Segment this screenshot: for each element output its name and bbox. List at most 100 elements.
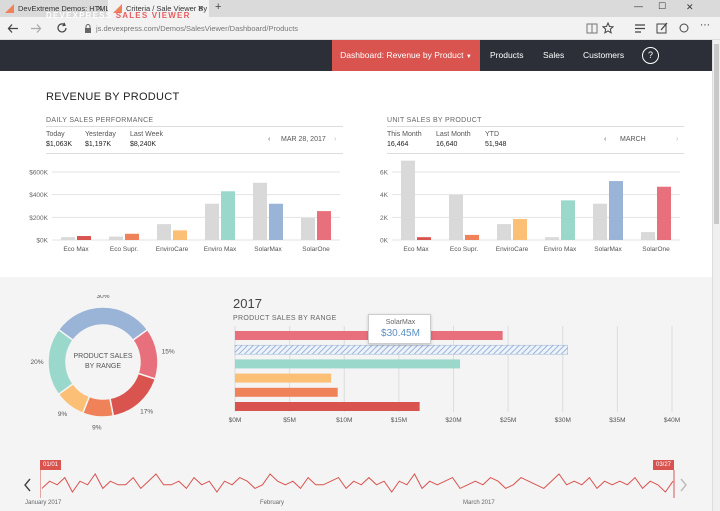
tooltip-label: SolarMax: [385, 319, 416, 326]
x-tick-label: Enviro Max: [544, 246, 577, 253]
close-tab-icon[interactable]: ✕: [197, 4, 204, 13]
y-tick-label: 6K: [380, 170, 389, 177]
range-bars-heading: PRODUCT SALES BY RANGE: [233, 315, 337, 322]
x-tick-label: Eco Supr.: [450, 246, 478, 253]
bar-current: [657, 186, 671, 240]
close-window-button[interactable]: ✕: [686, 2, 694, 12]
help-button[interactable]: ?: [642, 47, 659, 64]
month-label: January 2017: [25, 500, 62, 506]
range-start-flag[interactable]: 01/01: [40, 460, 62, 470]
year-label: 2017: [233, 296, 262, 311]
x-tick-label: $10M: [336, 417, 352, 424]
prev-month-button[interactable]: ‹: [604, 136, 607, 143]
back-arrow-icon[interactable]: [7, 23, 19, 34]
x-tick-label: SolarMax: [594, 246, 622, 253]
close-tab-icon[interactable]: ✕: [96, 4, 103, 13]
daily-date-label: MAR 28, 2017: [281, 136, 326, 143]
browser-tab-sales-viewer[interactable]: Criteria / Sale Viewer By ✕: [108, 0, 209, 17]
range-horizontal-bar-chart: $0M $5M $10M $15M $20M $25M $30M $35M $40M: [229, 326, 680, 424]
logo-suffix: SALES VIEWER: [115, 11, 191, 20]
donut-center-label: PRODUCT SALES BY RANGE: [73, 353, 133, 370]
range-selector-line[interactable]: [40, 470, 675, 498]
unit-sales-bar-chart: 0K 2K 4K 6K Eco Max Eco Supr. EnviroCare Enviro…: [380, 160, 680, 253]
tab-label: DevExtreme Demos: HTML5: [18, 4, 108, 13]
stat-label: This Month: [387, 131, 422, 138]
bar-current: [77, 236, 91, 240]
range-bar: [235, 402, 420, 411]
bar-current: [173, 230, 187, 240]
share-icon[interactable]: [678, 22, 690, 34]
x-tick-label: EnviroCare: [496, 246, 529, 253]
daily-sales-heading: DAILY SALES PERFORMANCE: [46, 117, 154, 124]
stat-label: Today: [46, 131, 65, 138]
reading-view-icon[interactable]: [586, 23, 598, 34]
bar-current: [269, 203, 283, 240]
range-bar: [235, 359, 461, 369]
more-icon[interactable]: ⋯: [700, 20, 710, 31]
maximize-button[interactable]: ☐: [658, 1, 667, 11]
bar-current: [221, 191, 235, 240]
browser-tab-demos[interactable]: DevExtreme Demos: HTML5 ✕: [0, 0, 108, 17]
range-bar: [234, 344, 568, 355]
x-tick-label: $40M: [664, 417, 680, 424]
prev-date-button[interactable]: ‹: [268, 136, 271, 143]
sales-by-range-donut: 30% 15% 17% 9% 9% 20%: [30, 295, 175, 432]
nav-sales[interactable]: Sales: [543, 50, 565, 60]
logo-prefix: DEVEXPRESS: [46, 11, 113, 20]
x-tick-label: Eco Max: [403, 246, 429, 253]
bar-current: [513, 219, 527, 240]
scrollbar-thumb[interactable]: [714, 44, 719, 224]
next-month-button[interactable]: ›: [676, 136, 679, 143]
scroll-left-icon[interactable]: [24, 478, 32, 492]
donut-slice: [57, 306, 149, 342]
nav-customers[interactable]: Customers: [583, 50, 625, 60]
app-logo[interactable]: DEVEXPRESS SALES VIEWER: [46, 11, 191, 20]
slice-percent-label: 30%: [96, 295, 109, 300]
dashboard-dropdown-label: Dashboard: Revenue by Product: [340, 50, 464, 60]
range-bar: [235, 373, 332, 383]
nav-products[interactable]: Products: [490, 50, 524, 60]
bar-previous: [593, 203, 607, 240]
stat-value: 16,640: [436, 141, 458, 148]
new-tab-button[interactable]: +: [215, 1, 222, 13]
chart-tooltip: SolarMax $30.45M: [368, 314, 431, 344]
address-bar: js.devexpress.com/Demos/SalesViewer/Dash…: [0, 17, 720, 40]
slice-percent-label: 9%: [92, 425, 102, 432]
stat-label: Last Week: [130, 131, 163, 138]
slice-percent-label: 15%: [162, 349, 175, 356]
hub-icon[interactable]: [634, 23, 646, 34]
x-tick-label: $25M: [500, 417, 516, 424]
bar-previous: [157, 224, 171, 240]
x-tick-label: $30M: [555, 417, 571, 424]
daily-revenue-bar-chart: $0K $200K $400K $600K Eco Max Eco Supr. Enviro…: [29, 170, 340, 253]
y-tick-label: 4K: [380, 192, 389, 199]
web-note-icon[interactable]: [656, 22, 668, 34]
scroll-right-icon[interactable]: [679, 478, 687, 492]
bar-previous: [449, 194, 463, 240]
donut-slice: [47, 328, 75, 396]
slice-percent-label: 9%: [58, 411, 68, 418]
stat-value: $1,063K: [46, 141, 73, 148]
bar-previous: [253, 182, 267, 240]
divider: [387, 126, 684, 127]
y-tick-label: 2K: [380, 215, 389, 222]
dashboard-dropdown[interactable]: Dashboard: Revenue by Product ▼: [332, 40, 480, 71]
range-end-flag[interactable]: 03/27: [653, 460, 675, 470]
minimize-button[interactable]: —: [634, 1, 643, 11]
stat-label: Yesterday: [85, 131, 116, 138]
forward-arrow-icon[interactable]: [30, 23, 42, 34]
x-tick-label: SolarMax: [254, 246, 282, 253]
bar-current: [465, 234, 479, 240]
vertical-scrollbar[interactable]: [712, 40, 720, 511]
x-tick-label: Eco Supr.: [110, 246, 138, 253]
stat-value: 51,948: [485, 141, 507, 148]
bar-previous: [109, 236, 123, 240]
favorite-star-icon[interactable]: [602, 22, 614, 34]
refresh-icon[interactable]: [56, 22, 68, 34]
bar-current: [609, 181, 623, 240]
stat-label: YTD: [485, 131, 499, 138]
x-tick-label: $0M: [229, 417, 242, 424]
x-tick-label: Eco Max: [63, 246, 89, 253]
next-date-button[interactable]: ›: [334, 136, 337, 143]
url-text[interactable]: js.devexpress.com/Demos/SalesViewer/Dash…: [96, 24, 299, 33]
